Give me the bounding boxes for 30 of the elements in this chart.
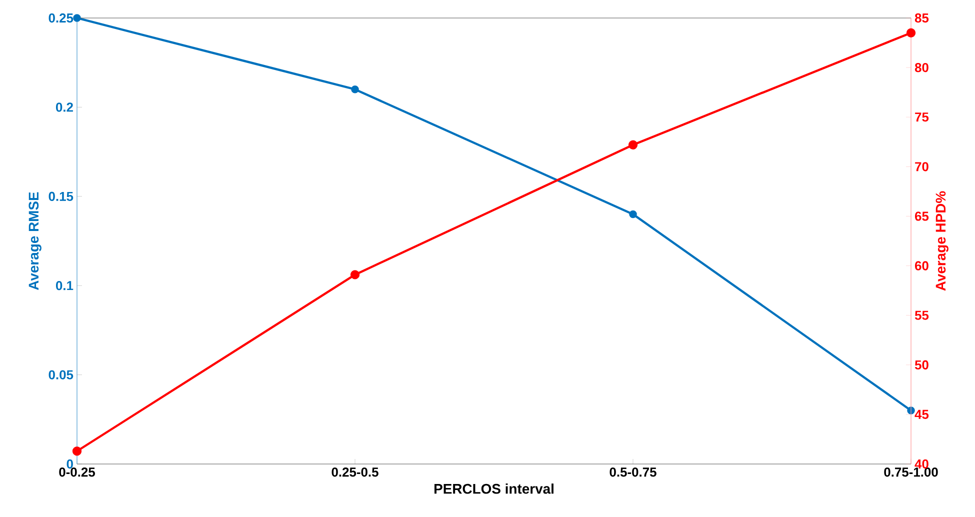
y2-tick-label: 65 (915, 212, 929, 221)
y2-tick-label: 45 (914, 410, 929, 419)
point (350, 270, 360, 280)
y-tick-label: 0.25 (48, 13, 74, 23)
x-axis-title: PERCLOS interval (434, 484, 554, 494)
y2-tick-label: 80 (914, 62, 928, 72)
y2-tick-label: 70 (915, 162, 928, 172)
y2-tick-label: 55 (914, 310, 929, 320)
y-tick-label: 0.2 (56, 102, 73, 112)
y2-tick-label: 75 (915, 112, 929, 122)
x-tick-label: 0.25-0.5 (332, 468, 378, 477)
x-tick-label: 0.5-0.75 (610, 468, 656, 477)
point (906, 28, 916, 38)
y-tick-label: 0.1 (56, 281, 74, 290)
point (351, 85, 359, 94)
y2-tick-label: 50 (914, 360, 928, 370)
x-tick-label: 0.75-1.00 (884, 468, 938, 477)
point (72, 446, 82, 456)
x-tick-label: 0-0.25 (59, 468, 95, 477)
y-tick-label: 0.15 (48, 192, 74, 201)
y2-axis-title: Average HPD% (936, 191, 948, 291)
y-axis-title: Average RMSE (28, 192, 42, 290)
y2-tick-label: 85 (914, 13, 929, 23)
y-tick-label: 0 (66, 459, 73, 469)
point (73, 14, 81, 22)
y2-tick-label: 60 (915, 261, 928, 270)
y2-tick-label: 40 (914, 459, 928, 469)
point (628, 140, 638, 150)
y-tick-label: 0.05 (48, 370, 74, 380)
point (629, 210, 637, 218)
